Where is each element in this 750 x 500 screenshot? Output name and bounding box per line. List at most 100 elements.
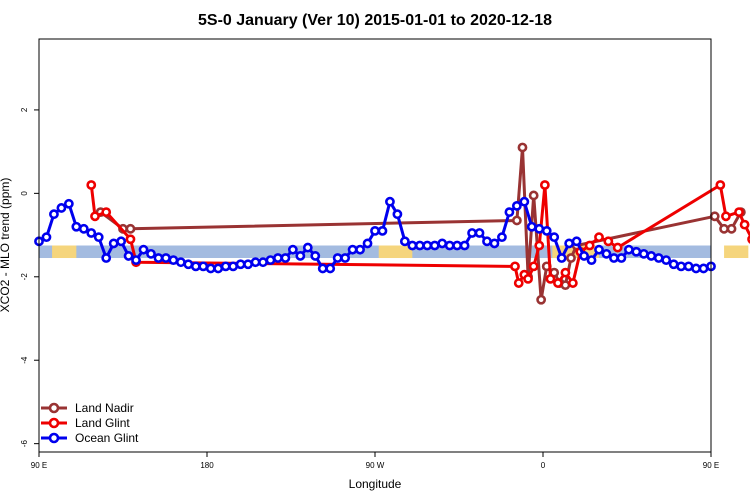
plot-area xyxy=(34,38,750,453)
x-tick-label-3: 0 xyxy=(541,461,546,470)
series-2-point-10 xyxy=(108,238,119,249)
series-2-point-46 xyxy=(377,225,388,236)
chart-title: 5S-0 January (Ver 10) 2015-01-01 to 2020… xyxy=(198,12,552,29)
series-1 xyxy=(86,180,750,288)
series-0 xyxy=(95,142,746,305)
series-1-point-15 xyxy=(567,278,578,288)
x-tick-label-2: 90 W xyxy=(366,461,385,470)
y-axis: -6 -4 -2 0 2 xyxy=(20,107,39,447)
series-0-point-3 xyxy=(511,215,522,226)
series-2-point-78 xyxy=(616,253,627,263)
series-2-point-83 xyxy=(653,253,664,263)
x-tick-label-1: 180 xyxy=(200,461,214,470)
series-2-point-33 xyxy=(280,253,291,263)
series-2-point-37 xyxy=(310,251,321,261)
land-band-1 xyxy=(378,245,413,259)
series-2 xyxy=(34,196,716,274)
series-2-point-47 xyxy=(385,196,395,207)
series-2-point-8 xyxy=(93,232,104,243)
series-2-point-42 xyxy=(347,244,358,255)
series-line-0 xyxy=(99,146,743,302)
series-1-point-0 xyxy=(86,180,97,190)
y-tick-label-3: 0 xyxy=(20,191,29,196)
series-1-point-2 xyxy=(101,207,112,218)
series-2-point-40 xyxy=(332,253,343,263)
series-2-point-20 xyxy=(183,259,194,270)
series-2-point-88 xyxy=(691,263,701,274)
series-2-point-64 xyxy=(511,200,522,211)
series-2-point-27 xyxy=(235,259,246,270)
series-2-point-53 xyxy=(429,240,440,251)
series-1-point-12 xyxy=(545,273,556,284)
x-tick-label-0: 90 E xyxy=(31,461,47,470)
series-2-point-6 xyxy=(78,223,89,234)
legend-label-1: Land Glint xyxy=(75,416,130,430)
series-1-point-14 xyxy=(560,267,571,278)
series-2-point-58 xyxy=(467,228,477,238)
series-0-point-11 xyxy=(560,280,571,291)
land-band-3 xyxy=(724,245,749,259)
series-1-point-8 xyxy=(523,273,533,284)
series-2-point-76 xyxy=(601,248,612,259)
y-tick-label-0: -6 xyxy=(20,440,29,448)
series-2-point-75 xyxy=(594,244,604,255)
series-2-point-70 xyxy=(556,253,567,263)
series-1-point-21 xyxy=(715,180,726,190)
series-2-point-44 xyxy=(362,238,373,249)
series-2-point-57 xyxy=(459,240,470,251)
legend-marker-2 xyxy=(48,432,60,444)
series-2-point-65 xyxy=(519,196,530,207)
y-tick-label-2: -2 xyxy=(20,273,29,281)
x-axis: 90 E 180 90 W 0 90 E xyxy=(31,452,719,470)
series-2-point-3 xyxy=(56,203,67,213)
y-axis-label: XCO2 - MLO trend (ppm) xyxy=(0,178,12,313)
series-1-point-10 xyxy=(534,240,545,251)
series-1-point-1 xyxy=(90,211,100,222)
series-2-point-87 xyxy=(683,261,694,272)
series-1-point-6 xyxy=(513,278,524,288)
series-2-point-7 xyxy=(86,228,97,238)
y-tick-label-4: 2 xyxy=(20,107,29,112)
series-2-point-32 xyxy=(273,253,283,263)
series-2-point-2 xyxy=(49,209,59,220)
series-2-point-48 xyxy=(392,209,403,220)
series-0-point-15 xyxy=(719,223,729,234)
series-0-point-4 xyxy=(517,142,528,153)
series-2-point-9 xyxy=(101,253,112,263)
series-2-point-66 xyxy=(526,221,537,232)
series-2-point-85 xyxy=(668,259,679,270)
series-2-point-59 xyxy=(474,228,485,238)
series-2-point-38 xyxy=(317,263,328,274)
series-2-point-50 xyxy=(407,240,418,251)
series-1-point-13 xyxy=(553,278,563,288)
series-2-point-49 xyxy=(399,236,410,247)
series-2-point-80 xyxy=(631,246,642,257)
series-2-point-36 xyxy=(302,242,313,253)
series-2-point-19 xyxy=(175,257,186,268)
series-2-point-51 xyxy=(414,240,425,251)
series-1-point-5 xyxy=(510,261,520,272)
series-0-point-2 xyxy=(125,223,136,234)
series-2-point-60 xyxy=(482,236,492,247)
x-tick-label-4: 90 E xyxy=(703,461,719,470)
series-1-point-3 xyxy=(125,234,136,245)
series-0-point-12 xyxy=(566,253,576,263)
series-line-1 xyxy=(89,183,750,285)
series-2-point-89 xyxy=(698,263,709,274)
series-0-point-14 xyxy=(709,211,720,222)
series-0-point-7 xyxy=(536,294,547,305)
series-1-point-9 xyxy=(528,261,539,272)
series-2-point-29 xyxy=(250,257,261,268)
series-2-point-52 xyxy=(422,240,433,251)
series-1-point-18 xyxy=(594,232,604,243)
series-2-point-28 xyxy=(243,259,253,270)
legend-marker-1 xyxy=(48,417,60,429)
series-2-point-12 xyxy=(123,251,134,261)
series-2-point-21 xyxy=(190,261,201,272)
series-2-point-25 xyxy=(220,261,231,272)
series-2-point-79 xyxy=(623,244,634,255)
series-2-point-11 xyxy=(116,236,127,247)
series-layer xyxy=(34,142,750,305)
series-1-point-19 xyxy=(603,236,614,247)
series-2-point-1 xyxy=(41,232,52,243)
